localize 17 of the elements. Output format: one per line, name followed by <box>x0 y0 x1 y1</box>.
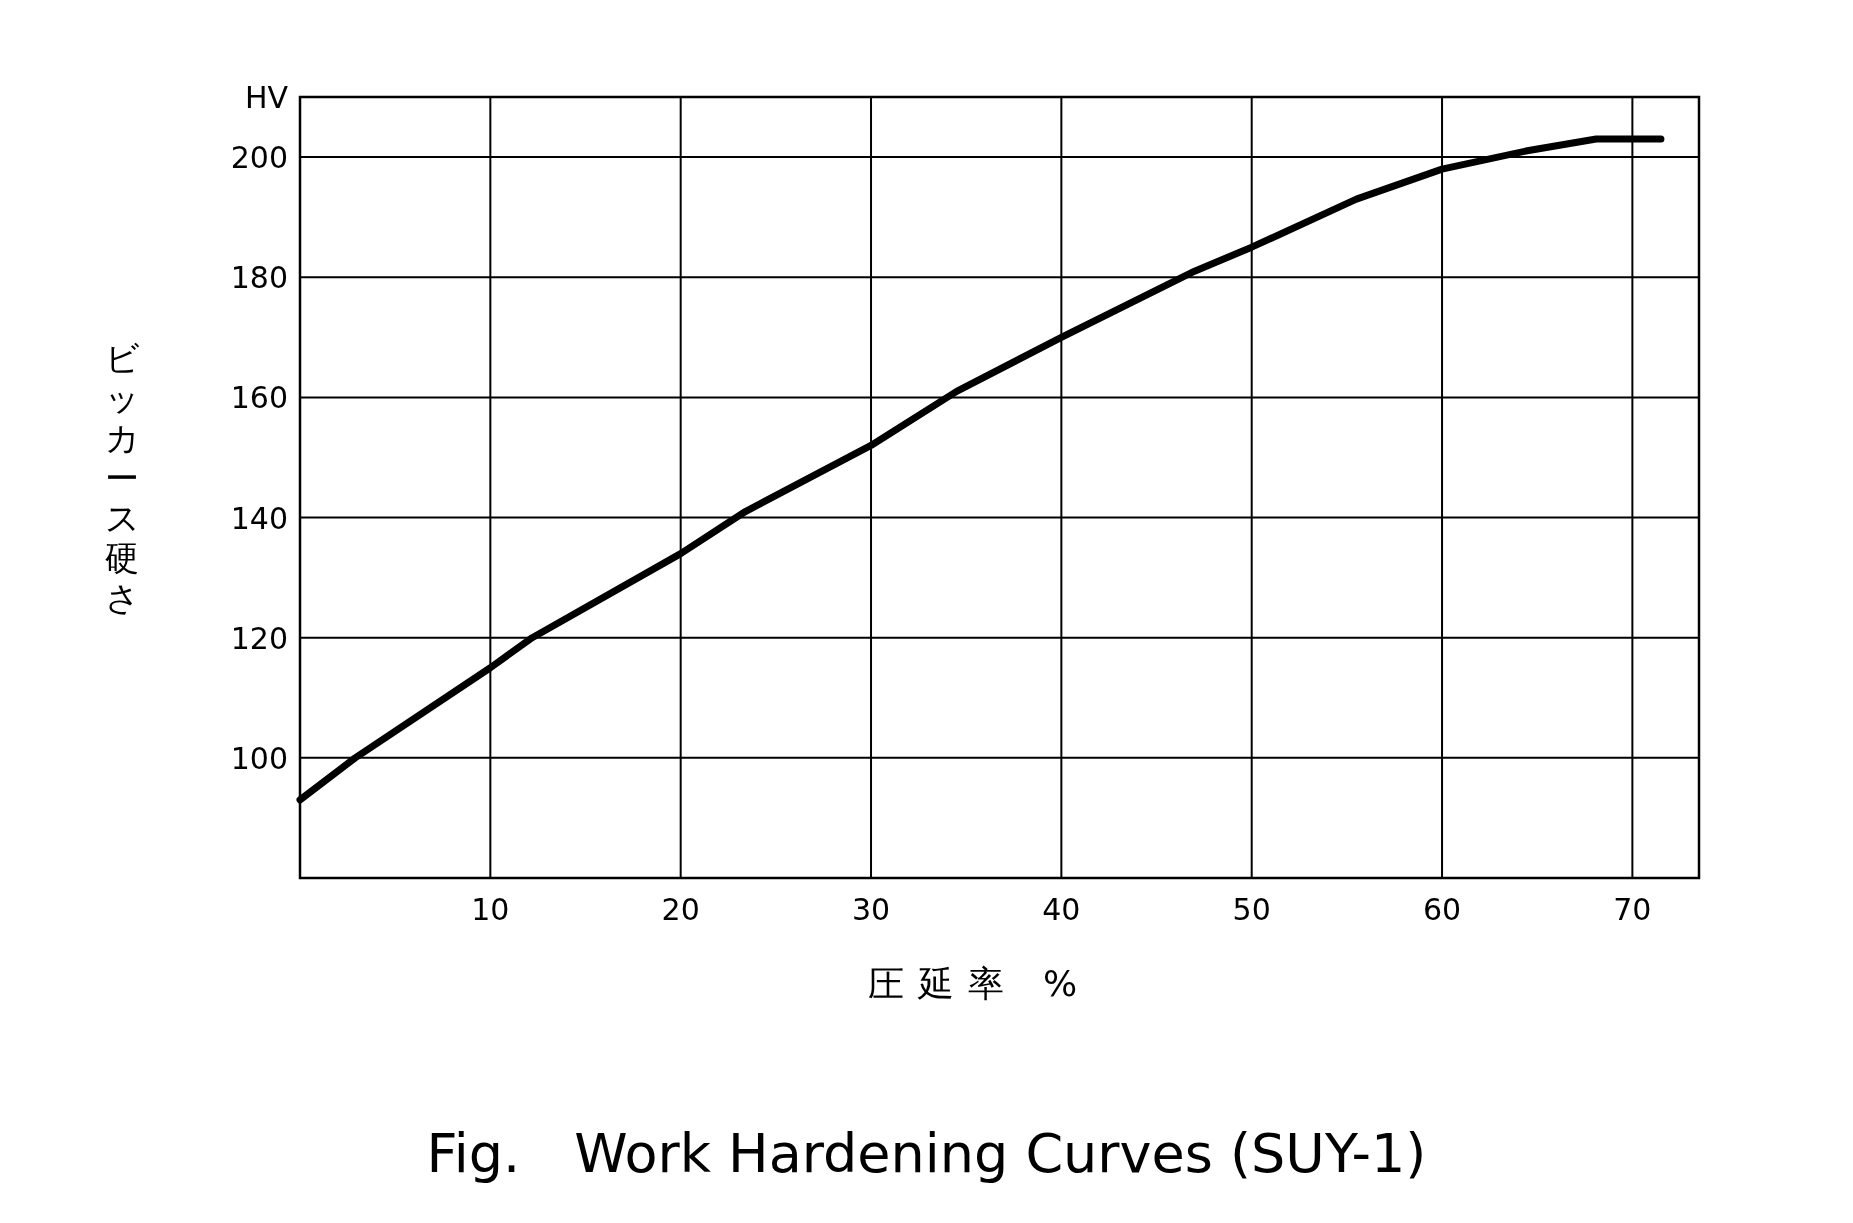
x-tick-label: 50 <box>1232 892 1271 927</box>
y-tick-label: 140 <box>230 500 288 536</box>
y-tick-label: 120 <box>230 620 288 656</box>
x-tick-label: 10 <box>471 892 510 927</box>
y-tick-label: 180 <box>230 260 288 296</box>
x-axis-title: 圧延率 % <box>867 963 1092 1004</box>
y-tick-label: 160 <box>230 380 288 416</box>
y-tick-label: 200 <box>230 140 288 176</box>
y-axis-title: ビッカース硬さ <box>104 337 140 618</box>
x-tick-label: 40 <box>1042 892 1081 927</box>
x-tick-label: 30 <box>851 892 891 927</box>
text: Fig. Work Hardening Curves (SUY-1) <box>426 1122 1427 1185</box>
x-tick-label: 20 <box>661 892 700 927</box>
y-tick-label: 100 <box>230 740 288 776</box>
x-tick-label: 70 <box>1613 892 1652 927</box>
y-tick-label: HV <box>244 80 289 115</box>
x-tick-label: 60 <box>1422 892 1462 927</box>
